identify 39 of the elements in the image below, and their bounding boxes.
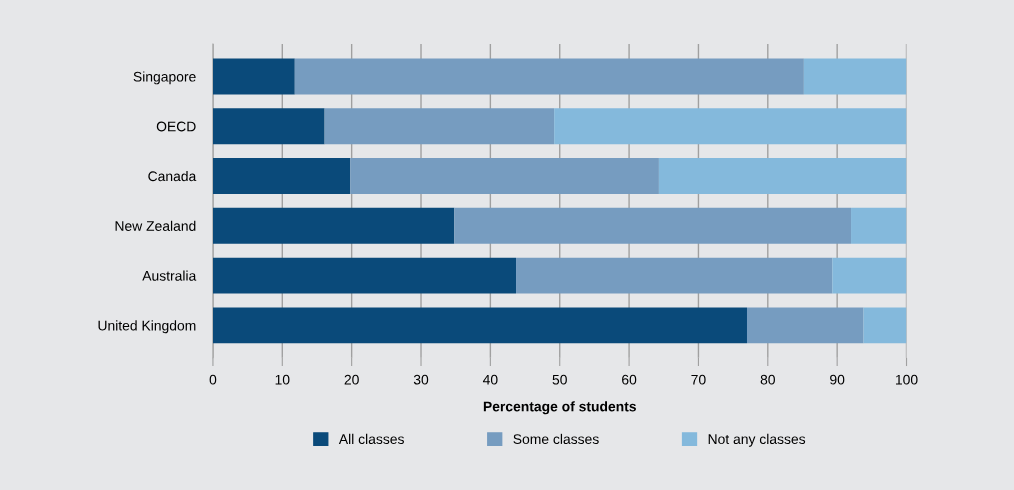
x-tick-label: 90 xyxy=(830,374,845,385)
bar xyxy=(863,307,907,344)
bar xyxy=(212,207,455,244)
bar xyxy=(516,257,833,294)
x-tick-label: 70 xyxy=(691,374,706,385)
x-axis-title: Percentage of students xyxy=(483,401,636,415)
x-tick-label: 30 xyxy=(413,374,429,385)
bar xyxy=(350,158,659,194)
bar xyxy=(803,58,907,95)
x-tick-label: 10 xyxy=(275,374,290,385)
x-tick-label: 100 xyxy=(895,374,918,385)
x-tick-label: 80 xyxy=(760,374,775,385)
bar xyxy=(294,58,804,95)
y-tick-label: New Zealand xyxy=(115,220,196,231)
y-tick-label: OECD xyxy=(156,121,196,132)
y-tick-label: Canada xyxy=(148,170,197,182)
x-tick-label: 20 xyxy=(344,374,359,385)
y-tick-label: Australia xyxy=(142,270,197,281)
bar xyxy=(212,108,325,145)
legend-label: Some classes xyxy=(513,433,599,445)
x-tick-label: 40 xyxy=(482,374,498,385)
x-tick-label: 0 xyxy=(209,374,217,385)
bar xyxy=(658,158,907,194)
bar xyxy=(212,58,295,95)
bar xyxy=(212,257,517,294)
bar xyxy=(832,257,907,294)
bar xyxy=(324,108,555,145)
y-tick-label: Singapore xyxy=(133,71,196,85)
x-tick-label: 50 xyxy=(552,374,567,385)
bar xyxy=(454,207,852,244)
bar xyxy=(212,158,351,194)
bar xyxy=(851,207,907,244)
y-tick-label: United Kingdom xyxy=(98,320,196,334)
bar xyxy=(554,108,907,145)
bar xyxy=(746,307,864,344)
legend-label: All classes xyxy=(338,433,404,445)
x-tick-label: 60 xyxy=(622,374,637,385)
bar xyxy=(212,307,747,344)
legend-label: Not any classes xyxy=(708,433,806,447)
